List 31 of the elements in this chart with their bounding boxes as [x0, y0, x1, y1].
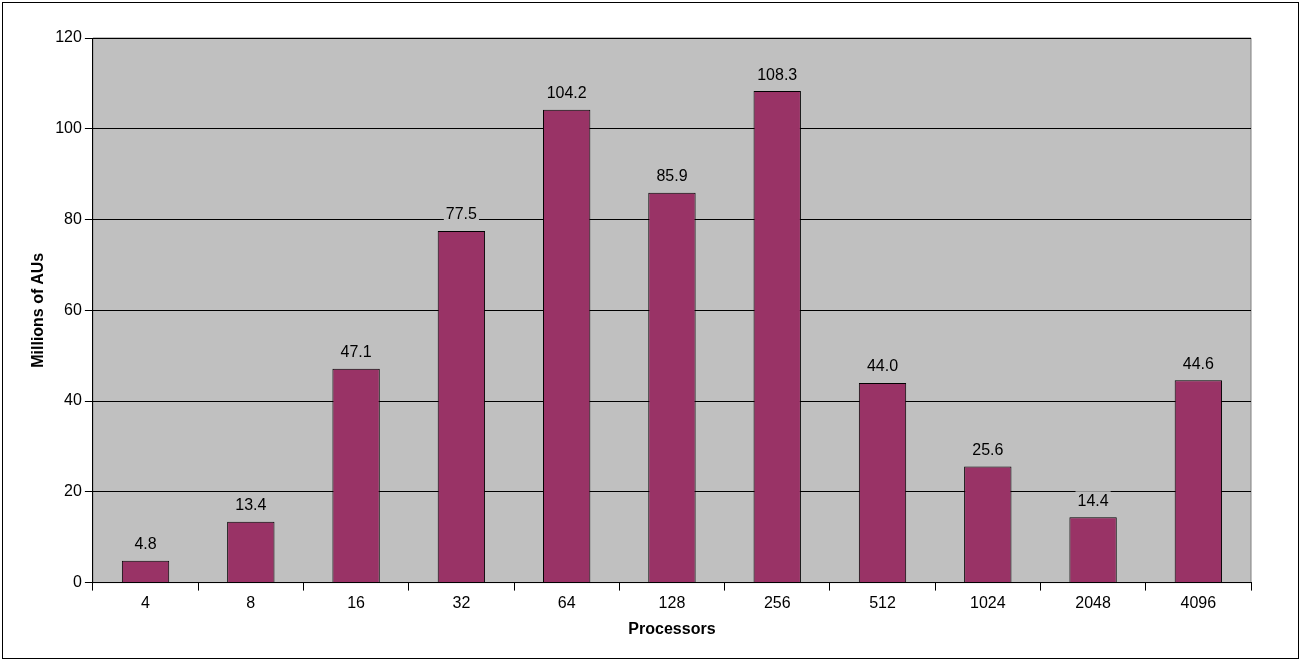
x-tick-label: 512: [869, 593, 896, 611]
y-tick-label: 100: [55, 119, 82, 137]
data-label: 47.1: [340, 343, 372, 361]
y-tick-label: 40: [64, 391, 82, 409]
y-tick-label: 80: [64, 209, 82, 227]
y-tick-label: 120: [55, 28, 82, 46]
x-tick-label: 4: [141, 593, 151, 611]
data-label: 4.8: [134, 535, 157, 553]
x-tick-label: 128: [658, 593, 686, 611]
x-tick-label: 64: [557, 593, 576, 611]
data-label: 104.2: [546, 84, 587, 102]
data-label: 14.4: [1077, 491, 1109, 509]
data-label: 25.6: [972, 440, 1004, 458]
y-axis-title: Millions of AUs: [29, 252, 47, 368]
data-label: 108.3: [757, 65, 798, 83]
x-tick-label: 8: [246, 593, 256, 611]
y-tick-label: 60: [64, 300, 82, 318]
y-tick-label: 0: [72, 573, 82, 591]
x-tick-label: 4096: [1180, 593, 1217, 611]
x-tick-label: 256: [763, 593, 791, 611]
x-tick-label: 16: [347, 593, 366, 611]
data-label: 85.9: [656, 167, 688, 185]
x-tick-label: 2048: [1075, 593, 1111, 611]
data-label: 44.0: [866, 357, 899, 375]
data-label: 44.6: [1182, 354, 1215, 372]
x-axis-title: Processors: [628, 619, 716, 637]
data-label: 77.5: [445, 205, 478, 223]
x-tick-label: 1024: [970, 593, 1006, 611]
x-tick-label: 32: [452, 593, 471, 611]
data-label: 13.4: [235, 496, 267, 514]
y-tick-label: 20: [64, 482, 82, 500]
